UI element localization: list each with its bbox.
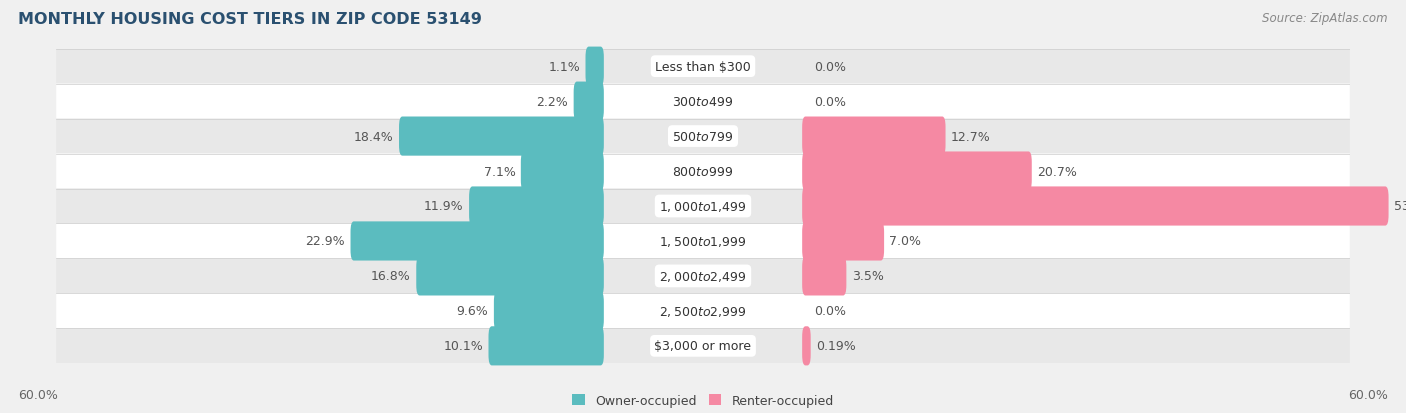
FancyBboxPatch shape xyxy=(494,292,603,331)
Text: 16.8%: 16.8% xyxy=(371,270,411,283)
Text: 60.0%: 60.0% xyxy=(18,388,58,401)
Text: 11.9%: 11.9% xyxy=(425,200,464,213)
FancyBboxPatch shape xyxy=(56,294,1350,329)
Text: 22.9%: 22.9% xyxy=(305,235,344,248)
FancyBboxPatch shape xyxy=(56,84,1350,119)
Text: $3,000 or more: $3,000 or more xyxy=(655,339,751,352)
FancyBboxPatch shape xyxy=(803,187,1389,226)
FancyBboxPatch shape xyxy=(488,326,603,366)
FancyBboxPatch shape xyxy=(56,189,1350,224)
Legend: Owner-occupied, Renter-occupied: Owner-occupied, Renter-occupied xyxy=(572,394,834,407)
Text: 0.0%: 0.0% xyxy=(814,305,846,318)
FancyBboxPatch shape xyxy=(803,257,846,296)
FancyBboxPatch shape xyxy=(416,257,603,296)
Text: 12.7%: 12.7% xyxy=(950,130,991,143)
FancyBboxPatch shape xyxy=(350,222,603,261)
Text: 3.5%: 3.5% xyxy=(852,270,883,283)
Text: 0.0%: 0.0% xyxy=(814,61,846,74)
Text: 0.0%: 0.0% xyxy=(814,95,846,108)
Text: 1.1%: 1.1% xyxy=(548,61,581,74)
Text: 7.0%: 7.0% xyxy=(890,235,921,248)
FancyBboxPatch shape xyxy=(803,222,884,261)
FancyBboxPatch shape xyxy=(803,152,1032,191)
Text: 60.0%: 60.0% xyxy=(1348,388,1388,401)
Text: $2,000 to $2,499: $2,000 to $2,499 xyxy=(659,269,747,283)
FancyBboxPatch shape xyxy=(56,224,1350,259)
FancyBboxPatch shape xyxy=(56,329,1350,363)
FancyBboxPatch shape xyxy=(803,117,945,156)
FancyBboxPatch shape xyxy=(520,152,603,191)
FancyBboxPatch shape xyxy=(56,119,1350,154)
Text: $800 to $999: $800 to $999 xyxy=(672,165,734,178)
FancyBboxPatch shape xyxy=(574,82,603,121)
Text: Source: ZipAtlas.com: Source: ZipAtlas.com xyxy=(1263,12,1388,25)
FancyBboxPatch shape xyxy=(803,326,811,366)
Text: 10.1%: 10.1% xyxy=(443,339,484,352)
Text: MONTHLY HOUSING COST TIERS IN ZIP CODE 53149: MONTHLY HOUSING COST TIERS IN ZIP CODE 5… xyxy=(18,12,482,27)
Text: $300 to $499: $300 to $499 xyxy=(672,95,734,108)
Text: 2.2%: 2.2% xyxy=(537,95,568,108)
Text: Less than $300: Less than $300 xyxy=(655,61,751,74)
Text: 0.19%: 0.19% xyxy=(815,339,856,352)
Text: $2,500 to $2,999: $2,500 to $2,999 xyxy=(659,304,747,318)
FancyBboxPatch shape xyxy=(56,50,1350,84)
FancyBboxPatch shape xyxy=(56,154,1350,189)
FancyBboxPatch shape xyxy=(585,47,603,87)
Text: $1,500 to $1,999: $1,500 to $1,999 xyxy=(659,235,747,248)
Text: 53.8%: 53.8% xyxy=(1393,200,1406,213)
Text: 18.4%: 18.4% xyxy=(354,130,394,143)
FancyBboxPatch shape xyxy=(470,187,603,226)
Text: $500 to $799: $500 to $799 xyxy=(672,130,734,143)
Text: $1,000 to $1,499: $1,000 to $1,499 xyxy=(659,199,747,214)
Text: 20.7%: 20.7% xyxy=(1038,165,1077,178)
Text: 7.1%: 7.1% xyxy=(484,165,516,178)
FancyBboxPatch shape xyxy=(399,117,603,156)
FancyBboxPatch shape xyxy=(56,259,1350,294)
Text: 9.6%: 9.6% xyxy=(457,305,488,318)
